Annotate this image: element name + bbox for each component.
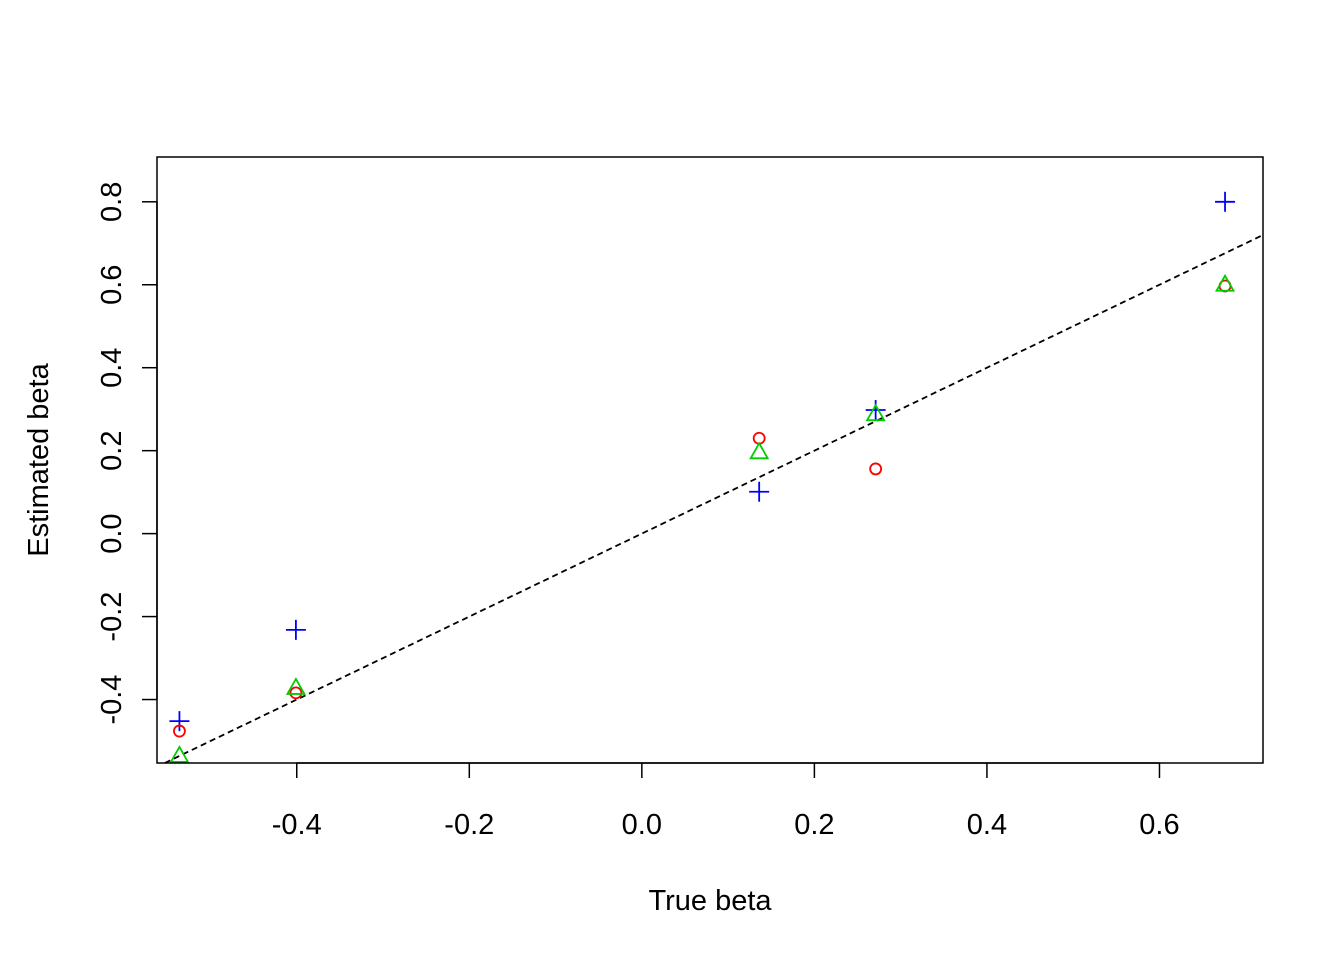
triangle-marker-point	[169, 745, 190, 763]
y-tick-label: 0.8	[96, 182, 128, 222]
triangle-marker-point	[1214, 273, 1236, 292]
y-tick-label: 0.2	[96, 431, 128, 471]
circle-marker-point	[173, 724, 186, 738]
x-tick-label: 0.4	[967, 809, 1007, 841]
x-axis-title: True beta	[648, 885, 772, 917]
y-tick-label: -0.2	[96, 592, 128, 642]
triangle-marker-point	[749, 441, 770, 460]
plus-marker-point	[169, 711, 190, 732]
y-tick-label: 0.4	[96, 348, 128, 388]
x-tick-label: 0.2	[794, 809, 834, 841]
x-tick-label: -0.4	[272, 809, 322, 841]
reference-line-dashed	[164, 234, 1264, 764]
points-layer	[169, 191, 1236, 763]
x-tick-label: 0.0	[622, 809, 662, 841]
circle-marker-point	[289, 686, 303, 700]
circle-marker-point	[869, 462, 883, 476]
x-tick-label: -0.2	[444, 809, 494, 841]
y-tick-label: 0.6	[96, 265, 128, 305]
reference-line-layer	[164, 234, 1264, 764]
triangle-marker-point	[865, 403, 886, 422]
triangle-marker-point	[285, 677, 306, 695]
x-tick-label: 0.6	[1139, 809, 1179, 841]
plus-marker-point	[1215, 191, 1236, 212]
plus-marker-point	[749, 481, 770, 502]
x-axis: -0.4 -0.2 0.0 0.2 0.4 0.6	[272, 762, 1180, 841]
y-tick-label: 0.0	[96, 513, 128, 553]
y-axis-title: Estimated beta	[23, 362, 55, 556]
y-axis: -0.4 -0.2 0.0 0.2 0.4 0.6 0.8	[96, 182, 158, 725]
plus-marker-point	[285, 619, 306, 640]
y-tick-label: -0.4	[96, 675, 128, 725]
